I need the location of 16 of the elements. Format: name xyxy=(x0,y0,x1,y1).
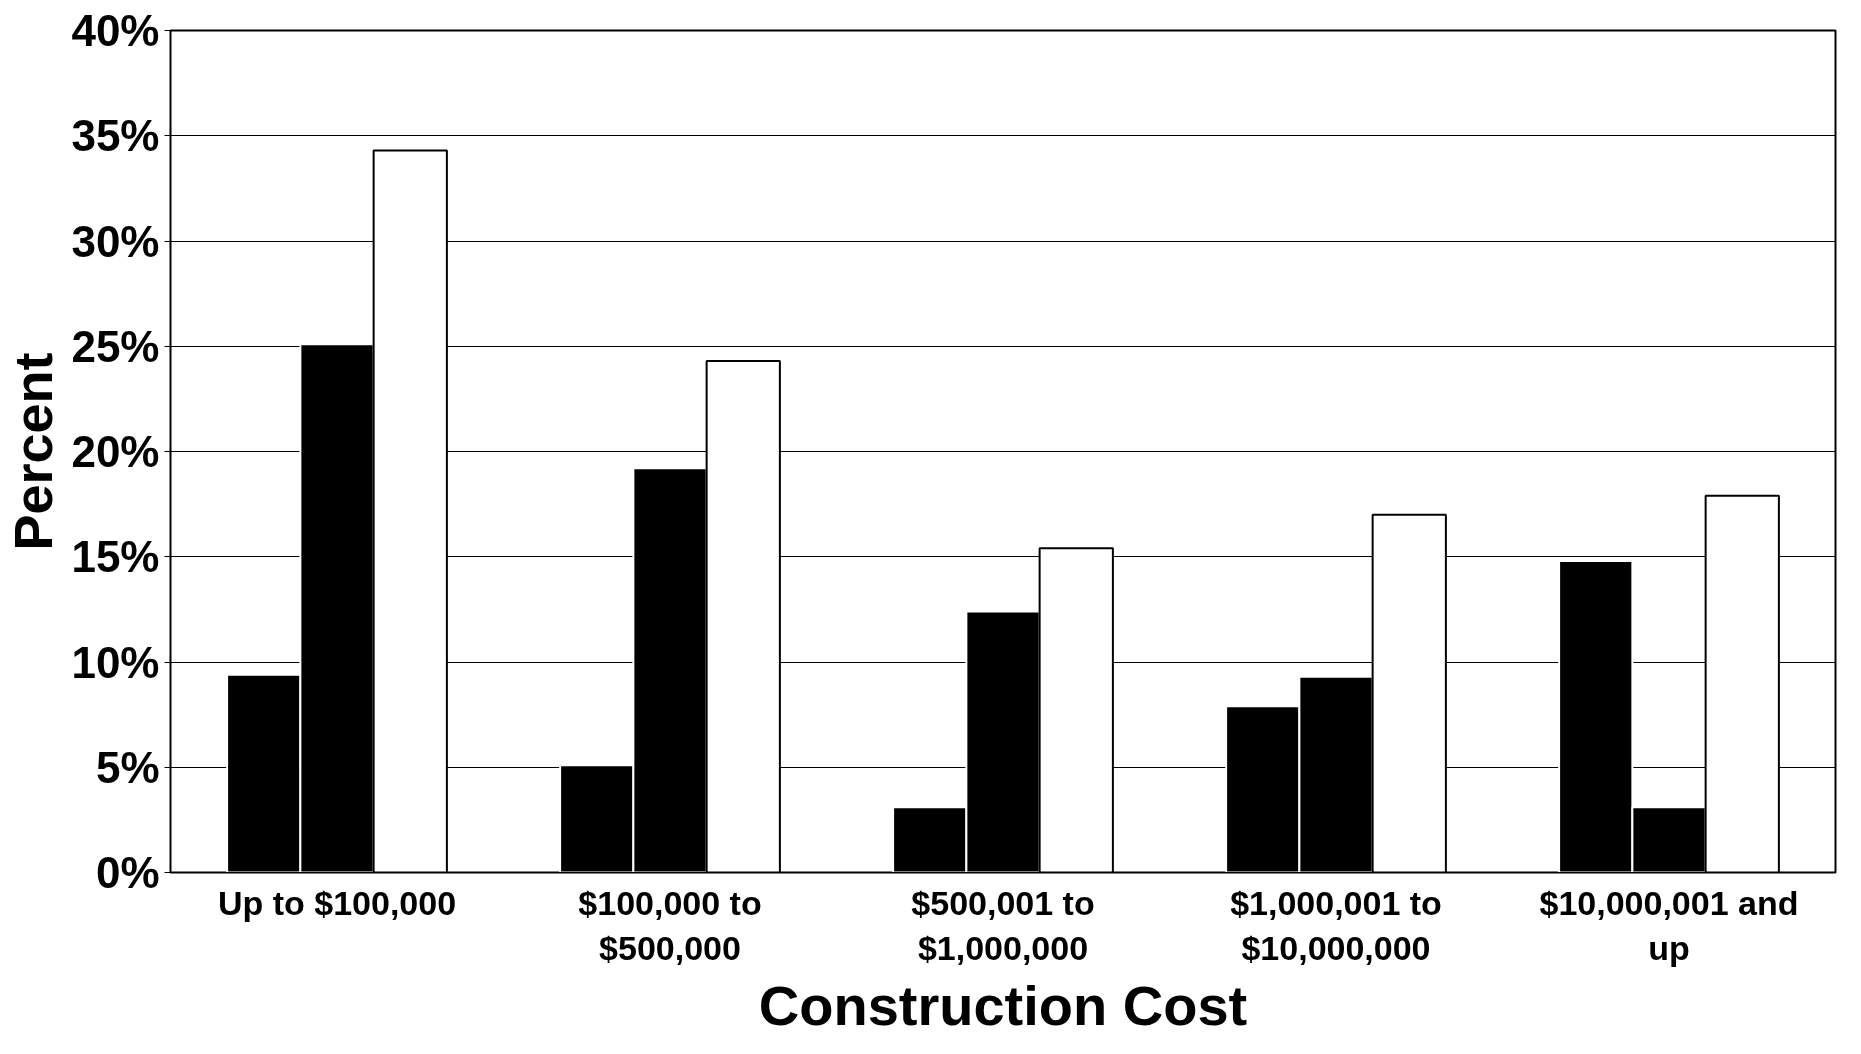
x-tick-label: $100,000 to $500,000 xyxy=(578,883,762,968)
y-tick-label: 20% xyxy=(71,427,160,476)
x-tick-label: $1,000,001 to $10,000,000 xyxy=(1230,883,1442,968)
y-tick-label: 25% xyxy=(71,321,160,371)
x-axis-title: Construction Cost xyxy=(758,974,1248,1038)
x-tick-label: $500,001 to $1,000,000 xyxy=(911,883,1095,968)
y-tick-label: 10% xyxy=(71,637,160,687)
x-tick-label: $10,000,001 and up xyxy=(1539,883,1799,968)
y-tick-label: 40% xyxy=(71,6,160,55)
y-axis-title: Percent xyxy=(3,352,64,551)
y-tick-label: 30% xyxy=(71,216,160,266)
y-tick-label: 35% xyxy=(71,111,160,161)
y-tick-label: 5% xyxy=(95,742,160,792)
x-tick-label: Up to $100,000 xyxy=(217,883,457,922)
y-tick-label: 15% xyxy=(71,532,160,582)
y-tick-label: 0% xyxy=(95,848,160,897)
